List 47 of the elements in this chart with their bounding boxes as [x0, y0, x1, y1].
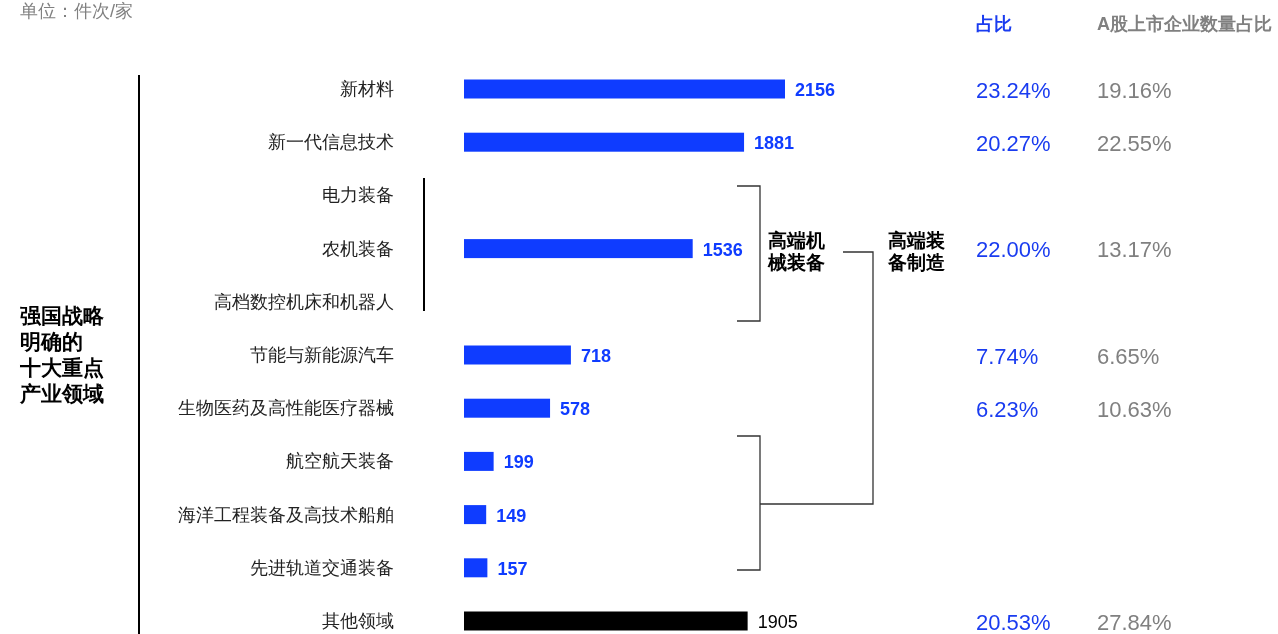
- bar: [464, 345, 571, 365]
- data-label: 149: [496, 505, 527, 526]
- y-tick-label: 其他领域: [322, 611, 394, 631]
- data-label: 1881: [754, 133, 795, 154]
- data-label: 10.63%: [1097, 396, 1172, 422]
- bar: [464, 398, 551, 418]
- annotation: 高端机械装备: [767, 229, 825, 273]
- data-label: 7.74%: [976, 343, 1039, 369]
- data-label: 1536: [702, 239, 743, 260]
- text: A股上市企业数量占比: [1097, 14, 1272, 34]
- y-tick-label: 新一代信息技术: [268, 132, 394, 153]
- y-tick-label: 农机装备: [322, 238, 394, 259]
- text: 强国战略明确的十大重点产业领域: [19, 303, 105, 405]
- bar: [464, 558, 488, 578]
- data-label: 6.65%: [1097, 343, 1160, 369]
- data-label: 157: [497, 558, 528, 579]
- bar: [464, 505, 487, 525]
- data-label: 20.27%: [976, 130, 1051, 156]
- data-label: 6.23%: [976, 396, 1039, 422]
- y-tick-label: 新材料: [340, 79, 394, 99]
- bar: [464, 79, 785, 99]
- data-label: 578: [560, 399, 591, 420]
- text: 高端装备制造: [887, 229, 946, 273]
- y-tick-label: 海洋工程装备及高技术船舶: [178, 504, 394, 525]
- text: 单位：件次/家: [20, 1, 134, 21]
- data-label: 1905: [757, 612, 798, 632]
- y-tick-label: 节能与新能源汽车: [250, 345, 394, 365]
- bar: [464, 239, 693, 259]
- data-label: 19.16%: [1097, 77, 1172, 103]
- data-label: 2156: [795, 80, 836, 100]
- data-label: 27.84%: [1097, 609, 1172, 634]
- y-tick-label: 电力装备: [322, 185, 394, 206]
- bar: [464, 451, 494, 471]
- y-tick-label: 先进轨道交通装备: [250, 557, 394, 578]
- y-tick-label: 航空航天装备: [286, 451, 394, 472]
- data-label: 13.17%: [1097, 237, 1172, 263]
- data-label: 22.55%: [1097, 130, 1172, 156]
- data-label: 20.53%: [976, 609, 1051, 634]
- data-label: 22.00%: [976, 237, 1051, 263]
- y-tick-label: 高档数控机床和机器人: [214, 291, 394, 312]
- data-label: 718: [580, 346, 611, 366]
- data-label: 199: [503, 452, 534, 473]
- y-tick-label: 生物医药及高性能医疗器械: [178, 398, 394, 419]
- bar: [464, 611, 748, 631]
- data-label: 23.24%: [976, 77, 1051, 103]
- bar: [464, 132, 745, 152]
- text: 占比: [976, 14, 1012, 34]
